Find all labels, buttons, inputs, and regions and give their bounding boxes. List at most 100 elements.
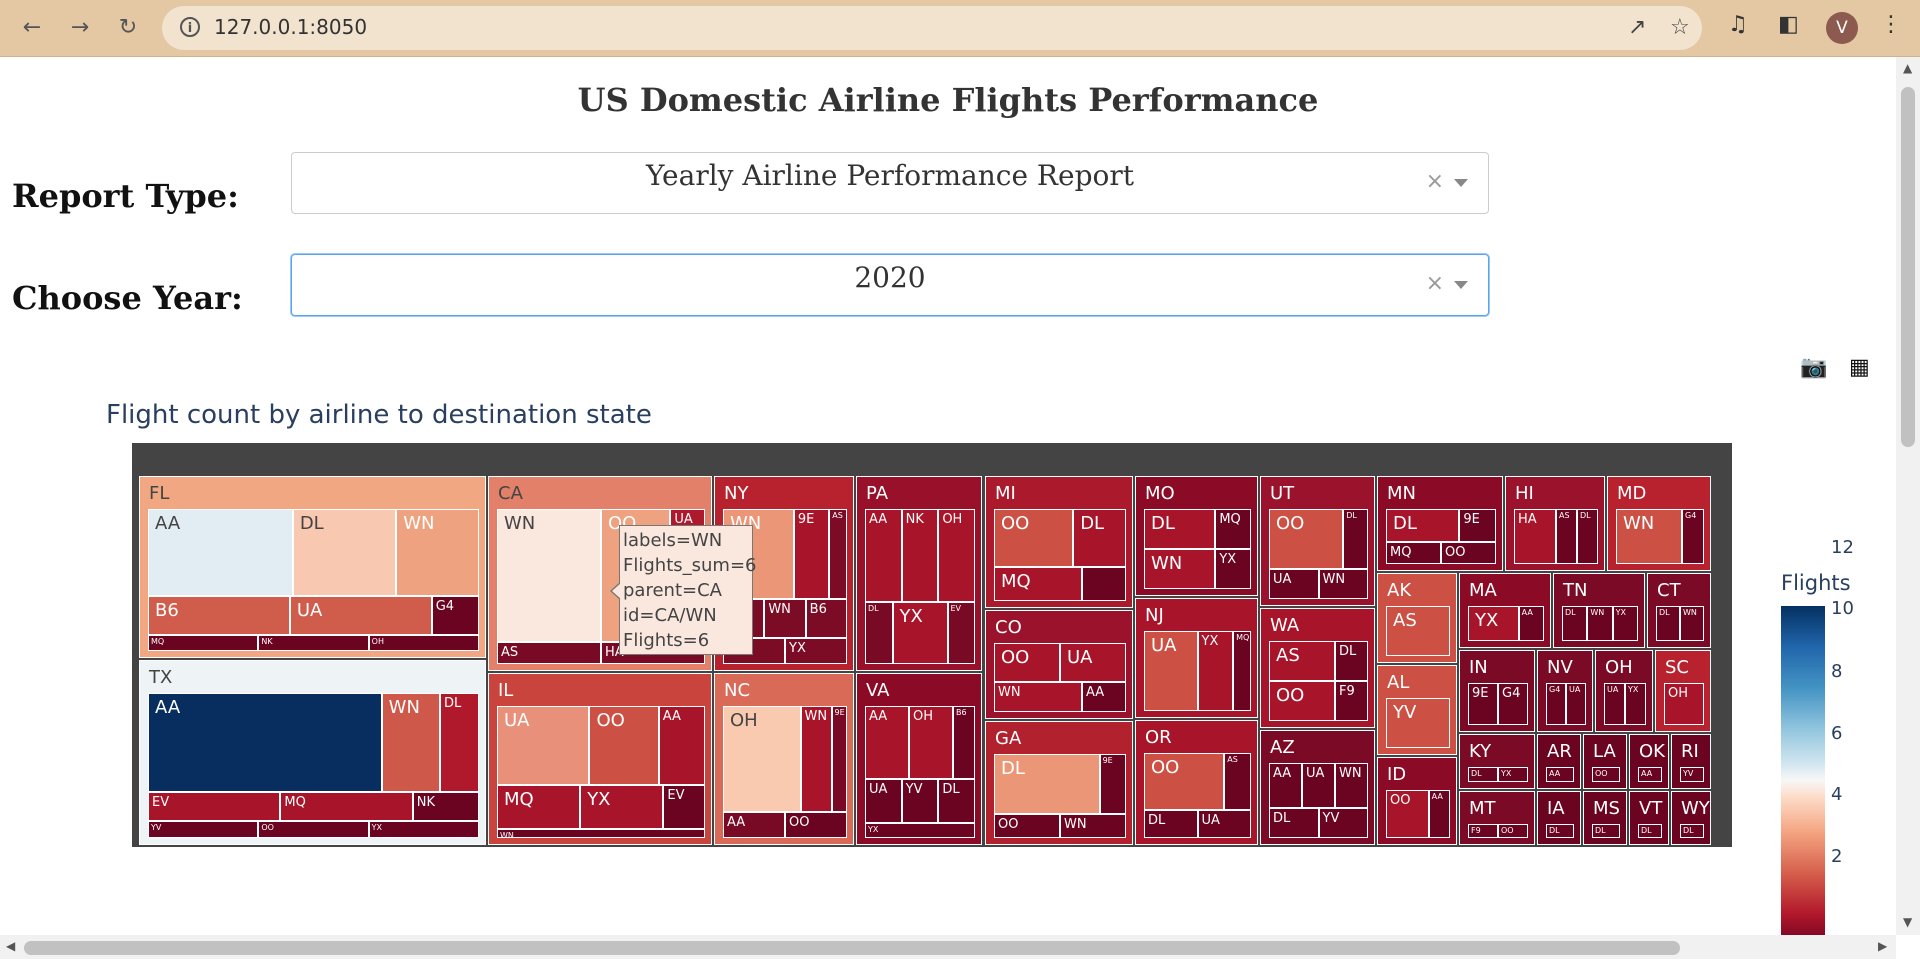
treemap-airline-wn[interactable]: WN [1318,569,1368,599]
treemap-airline-oo[interactable]: OO [589,706,659,786]
treemap-airline-yx[interactable]: YX [1197,631,1234,711]
treemap-state-va[interactable]: VA AA OH B6 UA YV DL YX [856,673,982,845]
treemap-state-mi[interactable]: MI OO DL MQ [985,476,1133,608]
treemap-airline-g4[interactable]: G4 [1682,509,1704,564]
reload-icon[interactable]: ↻ [118,15,138,40]
treemap-airline-wn[interactable]: WN [1680,606,1704,641]
treemap-state-vt[interactable]: VT DL [1629,791,1669,845]
treemap-airline-ev[interactable]: EV [148,791,281,821]
treemap-airline-aa[interactable]: AA [1428,790,1450,838]
treemap-airline-yv[interactable]: YV [901,779,939,824]
treemap-airline-aa[interactable]: AA [1638,767,1662,782]
treemap-state-hi[interactable]: HI HA AS DL [1505,476,1605,571]
treemap-airline-aa[interactable]: AA [723,811,785,838]
treemap-airline-as[interactable]: AS [1224,753,1251,810]
treemap-airline-aa[interactable]: AA [865,706,909,780]
treemap-airline-oo[interactable]: OO [785,811,847,838]
treemap-airline-9e[interactable]: 9E [1459,509,1496,542]
treemap-airline-wn[interactable]: WN [1335,763,1368,808]
sidepanel-icon[interactable]: ◧ [1778,12,1799,37]
treemap-state-ar[interactable]: AR AA [1537,734,1581,789]
treemap-airline-oh[interactable]: OH [909,706,953,780]
treemap-airline-dl[interactable]: DL [1656,606,1680,641]
treemap-state-or[interactable]: OR OO AS DL UA [1135,720,1258,845]
avatar[interactable]: V [1826,12,1858,44]
treemap-airline-aa[interactable]: AA [148,693,382,792]
treemap-state-tn[interactable]: TN DL WN YX [1553,573,1645,648]
treemap-airline-ua[interactable]: UA [289,596,432,635]
treemap-airline-dl[interactable]: DL [292,509,397,597]
treemap-airline-wn[interactable]: WN [1587,606,1613,641]
treemap-airline-ev[interactable]: EV [663,785,705,830]
info-icon[interactable]: i [180,17,200,37]
url-text[interactable]: 127.0.0.1:8050 [214,15,368,39]
treemap-airline-ha[interactable]: HA [1514,509,1556,564]
treemap-airline-mq[interactable]: MQ [497,785,581,830]
treemap-airline-ua[interactable]: UA [1197,809,1251,838]
treemap-airline-oo[interactable]: OO [1269,681,1335,721]
treemap-state-nj[interactable]: NJ UA YX MQ [1135,598,1258,718]
treemap-state-az[interactable]: AZ AA UA WN DL YV [1260,730,1375,845]
treemap-airline-9e[interactable]: 9E [1099,754,1126,814]
treemap-airline-ua[interactable]: UA [497,706,590,786]
treemap-airline-aa[interactable]: AA [1082,682,1126,712]
treemap-airline-g4[interactable]: G4 [1498,683,1528,725]
treemap-airline-mq[interactable]: MQ [1233,631,1251,711]
media-icon[interactable]: ♫ [1728,12,1748,37]
treemap-airline-f9[interactable]: F9 [1468,824,1498,838]
treemap-airline-dl[interactable]: DL [1468,767,1498,782]
treemap-airline-aa[interactable]: AA [1546,767,1574,782]
treemap-airline-oo[interactable]: OO [1592,767,1620,782]
treemap-airline-dl[interactable]: DL [1144,809,1198,838]
treemap-airline-ua[interactable]: UA [1144,631,1198,711]
treemap-airline-dl[interactable]: DL [1386,509,1460,542]
treemap-airline-mq[interactable]: MQ [148,634,259,651]
treemap-state-co[interactable]: CO OO UA WN AA [985,610,1133,719]
treemap-airline-yv[interactable]: YV [1386,698,1450,748]
scroll-thumb[interactable] [24,941,1680,955]
treemap-airline-oo[interactable]: OO [994,509,1074,567]
treemap-airline-nk[interactable]: NK [258,634,369,651]
treemap-airline-g4[interactable]: G4 [1546,683,1566,725]
treemap-airline-yx[interactable]: YX [1215,549,1251,589]
treemap-state-il[interactable]: IL UA OO AA MQ YX EV WN [488,673,712,845]
year-dropdown[interactable]: 2020 × [291,254,1489,316]
treemap-airline-aa[interactable]: AA [1269,763,1302,808]
treemap-state-ma[interactable]: MA YX AA [1459,573,1551,648]
share-icon[interactable]: ↗ [1628,15,1647,40]
treemap-airline-aa[interactable]: AA [658,706,705,786]
treemap-airline-9e[interactable]: 9E [831,706,847,812]
chevron-down-icon[interactable] [1454,179,1468,187]
treemap-airline-dl[interactable]: DL [1577,509,1598,564]
treemap-airline-b6[interactable]: B6 [148,596,290,635]
treemap-airline-yx[interactable]: YX [1625,683,1646,725]
treemap-state-nv[interactable]: NV G4 UA [1537,650,1593,732]
chevron-down-icon[interactable] [1454,281,1468,289]
camera-icon[interactable]: 📷 [1800,355,1828,380]
treemap-airline-dl[interactable]: DL [1144,509,1216,549]
treemap-airline-oh[interactable]: OH [368,634,479,651]
treemap-airline-oh[interactable]: OH [938,509,975,602]
treemap-airline-wn[interactable]: WN [800,706,832,812]
treemap-airline-dl[interactable]: DL [440,693,479,792]
treemap-airline-dl[interactable]: DL [1592,824,1620,838]
vertical-scrollbar[interactable]: ▲ ▼ [1896,57,1920,935]
treemap-airline-wn[interactable]: WN [1060,814,1126,838]
treemap-airline-wn[interactable]: WN [764,599,806,639]
treemap-state-ct[interactable]: CT DL WN [1647,573,1711,648]
treemap-airline-yx[interactable]: YX [368,820,479,838]
scroll-right-icon[interactable]: ▶ [1878,939,1888,953]
treemap-airline-dl[interactable]: DL [1343,509,1368,569]
clear-icon[interactable]: × [1425,271,1444,296]
treemap-airline-oo[interactable]: OO [994,643,1060,683]
treemap-airline-as[interactable]: AS [1269,641,1335,681]
treemap-airline-9e[interactable]: 9E [1468,683,1498,725]
treemap-airline-as[interactable]: AS [1386,606,1450,656]
treemap-airline-oo[interactable]: OO [994,814,1060,838]
treemap-airline-dl[interactable]: DL [1546,824,1574,838]
treemap-state-md[interactable]: MD WN G4 [1607,476,1711,571]
treemap-airline-ev[interactable]: EV [947,602,975,664]
treemap-airline-oo[interactable]: OO [1441,542,1496,564]
address-bar[interactable]: i 127.0.0.1:8050 ↗ ☆ [162,6,1702,50]
treemap-state-ok[interactable]: OK AA [1629,734,1669,789]
